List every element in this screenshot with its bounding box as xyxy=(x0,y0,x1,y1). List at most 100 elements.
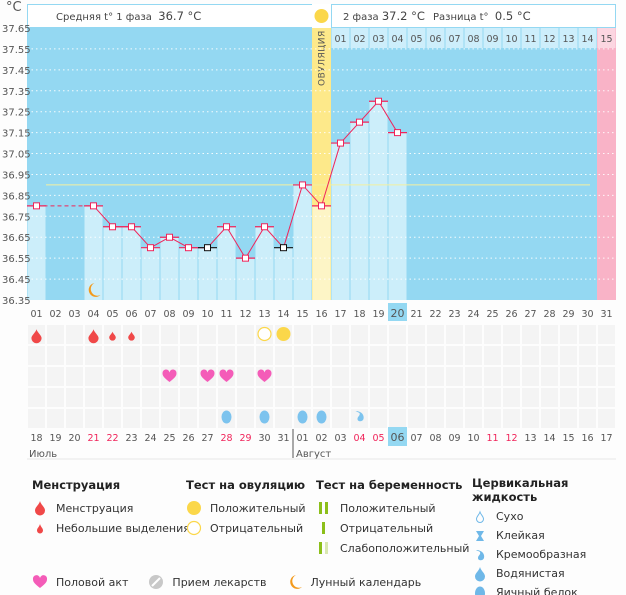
heart-icon xyxy=(32,575,48,588)
cycle-day-label: 17 xyxy=(334,309,346,320)
phase2-day-cell xyxy=(502,28,521,48)
calendar-date-label: 21 xyxy=(87,433,99,444)
event-cell xyxy=(218,346,235,365)
legend-other: Половой акт Прием лекарств Лунный календ… xyxy=(32,572,421,592)
two-stripes-icon xyxy=(319,502,328,514)
cycle-day-label: 24 xyxy=(467,309,479,320)
event-cell xyxy=(484,409,501,428)
sticky-icon xyxy=(476,530,484,541)
phase2-day-label: 04 xyxy=(391,34,403,45)
y-tick-label: 37.55 xyxy=(2,45,31,56)
calendar-date-label: 23 xyxy=(125,433,137,444)
temperature-point xyxy=(261,223,268,231)
calendar-date-label: 01 xyxy=(296,433,308,444)
phase2-day-cell xyxy=(388,28,407,48)
phase2-day-cell xyxy=(445,28,464,48)
today-highlight xyxy=(388,303,407,321)
legend-label: Отрицательный xyxy=(340,521,434,535)
event-cell xyxy=(408,409,425,428)
calendar-date-label: 07 xyxy=(410,433,422,444)
calendar-date-label: 30 xyxy=(258,433,270,444)
phase2-day-label: 10 xyxy=(505,34,517,45)
temperature-bar xyxy=(27,205,46,300)
event-cell xyxy=(579,409,596,428)
calendar-date-label: 04 xyxy=(353,433,365,444)
temperature-point xyxy=(375,97,382,105)
calendar-date-label: 09 xyxy=(448,433,460,444)
calendar-date-label: 05 xyxy=(372,433,384,444)
cycle-day-label: 15 xyxy=(296,309,308,320)
event-cell xyxy=(199,346,216,365)
event-cell xyxy=(123,367,140,386)
y-tick-label: 37.45 xyxy=(2,66,31,77)
temperature-bar xyxy=(255,226,274,300)
calendar-date-label: 13 xyxy=(524,433,536,444)
event-cell xyxy=(104,409,121,428)
month-label: Август xyxy=(296,449,331,460)
cycle-day-label: 16 xyxy=(315,309,327,320)
legend-label: Слабоположительный xyxy=(340,541,470,555)
event-cell xyxy=(560,409,577,428)
event-cell xyxy=(161,346,178,365)
event-cell xyxy=(465,346,482,365)
event-cell xyxy=(180,367,197,386)
y-tick-label: 36.85 xyxy=(2,191,31,202)
phase2-day-label: 14 xyxy=(581,34,593,45)
event-cell xyxy=(313,367,330,386)
event-cell xyxy=(598,346,615,365)
y-tick-label: 36.75 xyxy=(2,212,31,223)
event-cell xyxy=(408,346,425,365)
y-tick-label: 36.35 xyxy=(2,296,31,307)
temperature-bar xyxy=(179,247,198,300)
cycle-day-label: 09 xyxy=(182,309,194,320)
calendar-date-label: 16 xyxy=(581,433,593,444)
legend-item: Положительный xyxy=(316,498,469,518)
event-cell xyxy=(85,409,102,428)
temperature-point xyxy=(242,254,249,262)
event-cell xyxy=(66,388,83,407)
phase2-day-label: 05 xyxy=(410,34,422,45)
event-cell xyxy=(104,367,121,386)
egg-white-icon xyxy=(297,410,308,424)
event-cell xyxy=(541,325,558,344)
legend-item: Слабоположительный xyxy=(316,538,469,558)
event-cell xyxy=(142,388,159,407)
legend-title: Тест на беременность xyxy=(316,478,463,492)
event-cell xyxy=(256,388,273,407)
legend-label: Небольшие выделения xyxy=(56,521,190,535)
event-cell xyxy=(313,346,330,365)
phase-difference: Разница t° 0.5 °C xyxy=(433,9,531,23)
excluded-temperature-point xyxy=(204,244,211,252)
event-cell xyxy=(28,367,45,386)
ovulation-test-positive-icon xyxy=(276,327,291,341)
event-cell xyxy=(180,325,197,344)
event-cell xyxy=(484,367,501,386)
legend-title: Менструация xyxy=(32,478,121,492)
event-cell xyxy=(465,409,482,428)
creamy-icon xyxy=(355,411,364,422)
event-cell xyxy=(161,325,178,344)
event-cell xyxy=(465,367,482,386)
event-cell xyxy=(28,409,45,428)
phase2-average: 2 фаза 37.2 °C xyxy=(343,9,425,23)
event-cell xyxy=(560,346,577,365)
event-cell xyxy=(389,346,406,365)
month-label: Июль xyxy=(29,449,57,460)
legend-item: Лунный календарь xyxy=(287,572,421,592)
y-tick-label: 36.45 xyxy=(2,275,31,286)
calendar-date-label: 10 xyxy=(467,433,479,444)
event-cell xyxy=(47,325,64,344)
legend-item: Отрицательный xyxy=(186,518,306,538)
phase2-header-box xyxy=(331,4,616,28)
event-cell xyxy=(332,346,349,365)
cycle-day-label: 21 xyxy=(410,309,422,320)
legend-item: Кремообразная xyxy=(472,545,626,564)
heart-icon xyxy=(257,369,272,382)
event-cell xyxy=(237,367,254,386)
event-cell xyxy=(389,388,406,407)
event-cell xyxy=(237,346,254,365)
egg-white-icon xyxy=(316,410,327,424)
event-cell xyxy=(47,388,64,407)
event-cell xyxy=(332,367,349,386)
event-cell xyxy=(66,325,83,344)
